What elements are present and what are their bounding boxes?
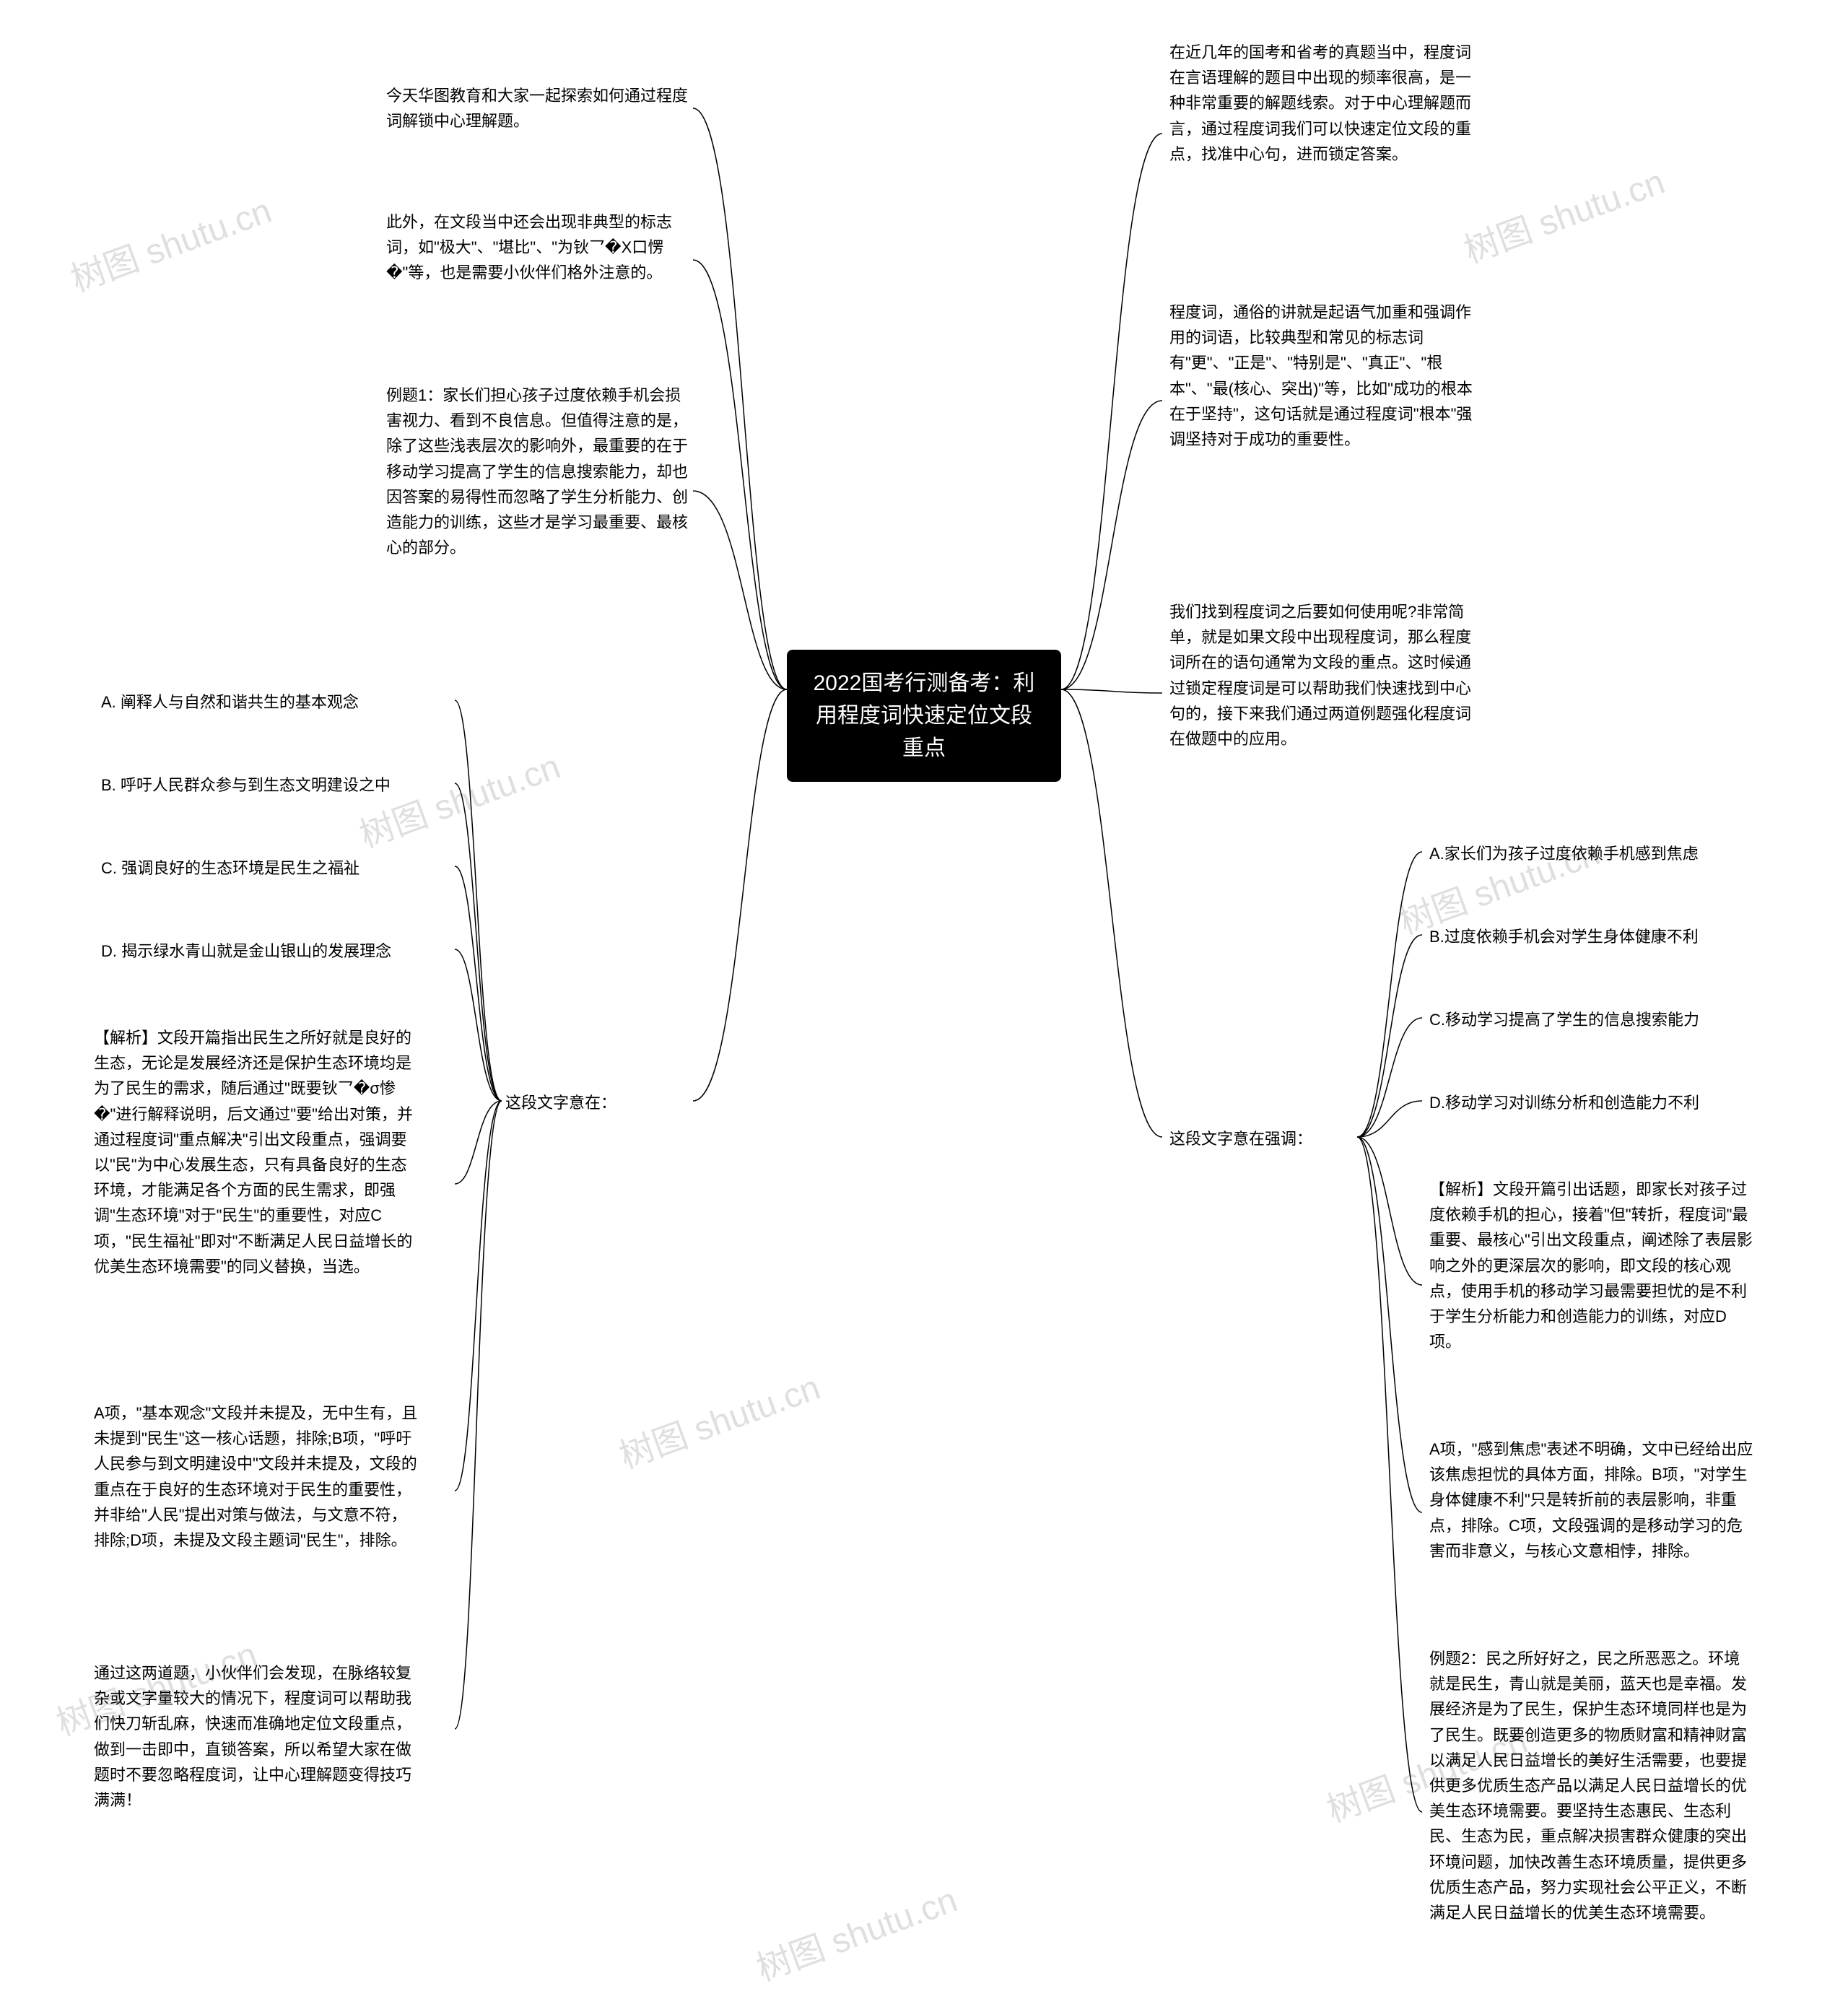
- node-left-analysis-2: A项，"基本观念"文段并未提及，无中生有，且未提到"民生"这一核心话题，排除;B…: [94, 1400, 419, 1553]
- node-right-option-b: B.过度依赖手机会对学生身体健康不利: [1429, 924, 1732, 949]
- node-right-option-d: D.移动学习对训练分析和创造能力不利: [1429, 1090, 1732, 1115]
- mindmap-root: 2022国考行测备考：利用程度词快速定位文段重点: [787, 650, 1061, 782]
- node-right-analysis-2: A项，"感到焦虑"表述不明确，文中已经给出应该焦虑担忧的具体方面，排除。B项，"…: [1429, 1437, 1754, 1564]
- watermark: 树图 shutu.cn: [611, 1359, 826, 1478]
- node-left-branch: 这段文字意在：: [505, 1090, 693, 1115]
- node-right-analysis-1: 【解析】文段开篇引出话题，即家长对孩子过度依赖手机的担心，接着"但"转折，程度词…: [1429, 1177, 1754, 1354]
- node-left-conclusion: 通过这两道题，小伙伴们会发现，在脉络较复杂或文字量较大的情况下，程度词可以帮助我…: [94, 1660, 419, 1813]
- node-right-example-2: 例题2：民之所好好之，民之所恶恶之。环境就是民生，青山就是美丽，蓝天也是幸福。发…: [1429, 1646, 1754, 1925]
- node-right-2: 程度词，通俗的讲就是起语气加重和强调作用的词语，比较典型和常见的标志词有"更"、…: [1169, 300, 1473, 452]
- node-left-3: 例题1：家长们担心孩子过度依赖手机会损害视力、看到不良信息。但值得注意的是，除了…: [386, 383, 689, 560]
- node-right-3: 我们找到程度词之后要如何使用呢?非常简单，就是如果文段中出现程度词，那么程度词所…: [1169, 599, 1473, 751]
- node-right-option-c: C.移动学习提高了学生的信息搜索能力: [1429, 1007, 1732, 1032]
- node-left-analysis-1: 【解析】文段开篇指出民生之所好就是良好的生态，无论是发展经济还是保护生态环境均是…: [94, 1025, 419, 1279]
- node-right-branch: 这段文字意在强调：: [1169, 1126, 1357, 1151]
- watermark: 树图 shutu.cn: [1456, 153, 1670, 272]
- node-left-option-d: D. 揭示绿水青山就是金山银山的发展理念: [101, 938, 404, 964]
- node-left-option-c: C. 强调良好的生态环境是民生之福祉: [101, 855, 404, 881]
- node-left-2: 此外，在文段当中还会出现非典型的标志词，如"极大"、"堪比"、"为钬乛�X口愣�…: [386, 209, 689, 286]
- node-left-option-b: B. 呼吁人民群众参与到生态文明建设之中: [101, 772, 404, 798]
- node-left-option-a: A. 阐释人与自然和谐共生的基本观念: [101, 689, 404, 715]
- node-left-1: 今天华图教育和大家一起探索如何通过程度词解锁中心理解题。: [386, 83, 689, 134]
- node-right-1: 在近几年的国考和省考的真题当中，程度词在言语理解的题目中出现的频率很高，是一种非…: [1169, 40, 1473, 167]
- watermark: 树图 shutu.cn: [749, 1871, 963, 1990]
- node-right-option-a: A.家长们为孩子过度依赖手机感到焦虑: [1429, 841, 1732, 866]
- watermark: 树图 shutu.cn: [63, 182, 277, 301]
